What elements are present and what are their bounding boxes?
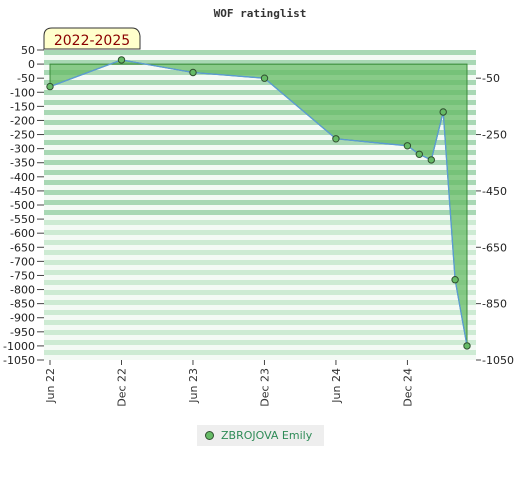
y-left-tick-label: -450 [10, 185, 35, 198]
legend-marker-icon [205, 431, 214, 440]
legend: ZBROJOVA Emily [197, 425, 324, 446]
data-point [46, 82, 54, 91]
y-left-tick-label: -900 [10, 312, 35, 325]
y-axis-left: 500-50-100-150-200-250-300-350-400-450-5… [3, 44, 44, 367]
data-point [189, 68, 197, 77]
data-point [332, 135, 340, 143]
y-left-tick-label: 50 [21, 44, 35, 57]
y-left-tick-label: -200 [10, 114, 35, 127]
x-tick-label: Dec 23 [258, 368, 271, 407]
data-point [415, 150, 423, 159]
y-left-tick-label: -650 [10, 241, 35, 254]
data-points [46, 56, 471, 350]
y-left-tick-label: -1000 [3, 340, 35, 353]
y-left-tick-label: -800 [10, 284, 35, 297]
data-point [403, 142, 412, 150]
y-left-tick-label: -500 [10, 199, 35, 212]
y-left-tick-label: -100 [10, 86, 35, 99]
range-box: 2022-2025 [43, 27, 141, 50]
data-point [463, 342, 471, 350]
y-left-tick-label: -700 [10, 255, 35, 268]
x-tick-label: Jun 24 [330, 368, 343, 404]
data-point [117, 56, 126, 64]
y-left-tick-label: -550 [10, 213, 35, 226]
x-tick-label: Jun 22 [44, 368, 57, 404]
y-axis-right: -50 -250 -450 -650 -850 -1050 [476, 72, 514, 367]
x-tick-label: Jun 23 [187, 368, 200, 404]
y-right-tick-label: -50 [482, 72, 500, 85]
y-left-tick-label: -850 [10, 298, 35, 311]
data-point [451, 276, 459, 284]
y-left-tick-label: -50 [17, 72, 35, 85]
y-left-tick-label: -400 [10, 171, 35, 184]
y-left-tick-label: -250 [10, 129, 35, 142]
y-left-tick-label: -300 [10, 143, 35, 156]
x-axis: Jun 22 Dec 22 Jun 23 Dec 23 Jun 24 Dec 24 [44, 360, 414, 407]
y-right-tick-label: -1050 [482, 354, 514, 367]
y-left-tick-label: -600 [10, 227, 35, 240]
y-right-tick-label: -450 [482, 185, 507, 198]
data-point [439, 108, 447, 116]
data-point [427, 156, 435, 164]
legend-label: ZBROJOVA Emily [221, 429, 313, 442]
y-left-tick-label: 0 [28, 58, 35, 71]
y-right-tick-label: -850 [482, 298, 507, 311]
data-point [260, 74, 269, 82]
y-left-tick-label: -750 [10, 269, 35, 282]
x-tick-label: Dec 22 [115, 368, 128, 407]
chart-title: WOF ratinglist [214, 7, 307, 20]
y-left-tick-label: -150 [10, 100, 35, 113]
y-right-tick-label: -650 [482, 241, 507, 254]
y-left-tick-label: -1050 [3, 354, 35, 367]
x-tick-label: Dec 24 [401, 368, 414, 407]
y-left-tick-label: -350 [10, 157, 35, 170]
range-label: 2022-2025 [54, 33, 130, 49]
y-right-tick-label: -250 [482, 129, 507, 142]
y-left-tick-label: -950 [10, 326, 35, 339]
